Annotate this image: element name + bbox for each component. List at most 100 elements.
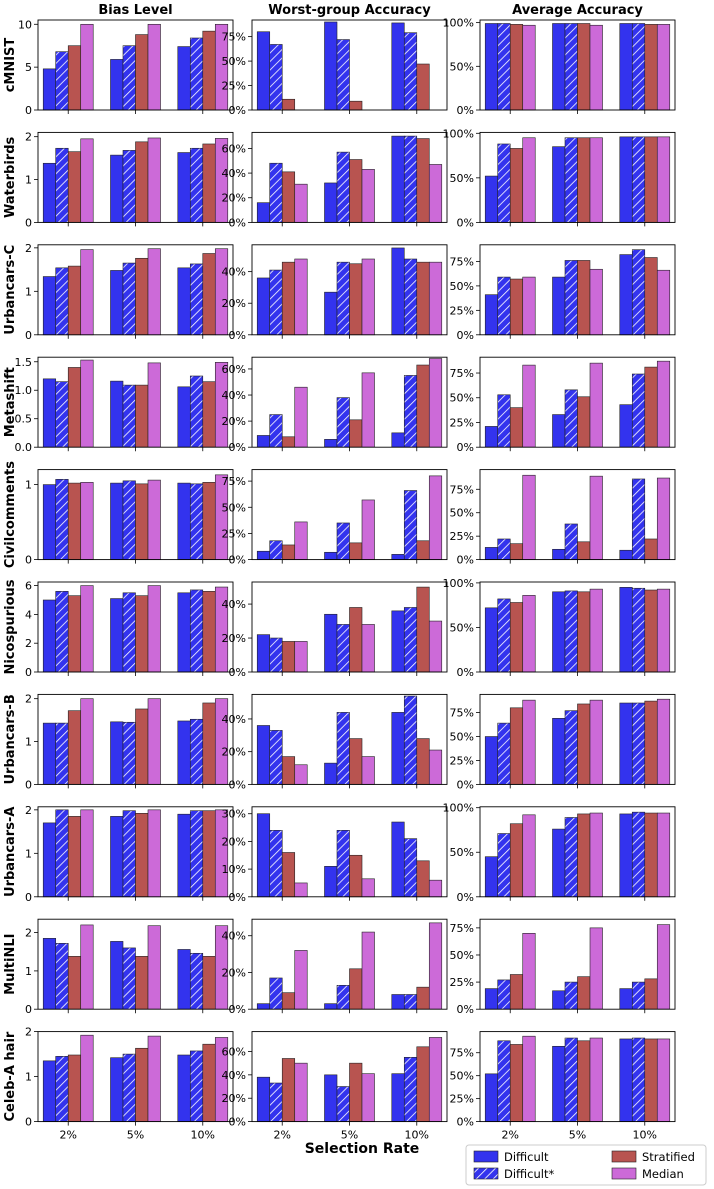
- bar-difficult-10: [619, 1038, 633, 1122]
- bar-difficult-2: [55, 381, 69, 448]
- panel-civilcomments-bias: 01: [25, 469, 234, 567]
- bar-difficult-2: [497, 1040, 511, 1122]
- bar-stratified-5: [577, 703, 591, 785]
- x-tick-label: 10%: [405, 1129, 429, 1142]
- y-tick-label: 0%: [229, 329, 246, 342]
- bar-median-5: [147, 585, 161, 673]
- bar-median-5: [147, 137, 161, 223]
- y-tick-label: 75%: [222, 31, 246, 44]
- bar-difficult-10: [189, 263, 204, 336]
- bar-median-10: [656, 269, 671, 336]
- bar-difficult-2: [269, 830, 283, 898]
- bar-stratified-10: [202, 381, 216, 448]
- bar-difficult-5: [110, 270, 124, 336]
- bar-difficult-10: [619, 702, 633, 785]
- bar-median-10: [656, 360, 671, 448]
- bar-median-2: [80, 1034, 94, 1122]
- bar-median-5: [147, 23, 161, 111]
- y-tick-label: 2: [25, 131, 32, 144]
- y-tick-label: 50%: [450, 507, 474, 520]
- bar-median-10: [656, 924, 671, 1010]
- bar-median-2: [522, 276, 536, 336]
- legend-swatch-stratified: [611, 1150, 637, 1163]
- bar-difficult-10: [403, 1057, 418, 1122]
- y-tick-label: 75%: [450, 255, 474, 268]
- y-tick-label: 20%: [222, 746, 246, 759]
- bar-difficult-5: [324, 182, 338, 223]
- bar-median-5: [589, 1037, 603, 1122]
- bar-difficult-5: [324, 762, 338, 785]
- bar-difficult-10: [189, 375, 204, 448]
- bar-difficult-2: [484, 426, 499, 448]
- bar-difficult-10: [619, 23, 633, 111]
- bar-difficult-5: [110, 598, 124, 673]
- bar-stratified-5: [577, 260, 591, 336]
- y-tick-label: 0%: [457, 778, 474, 791]
- bar-difficult-2: [256, 202, 271, 223]
- bar-difficult-2: [497, 538, 511, 560]
- bar-difficult-10: [189, 1050, 204, 1122]
- y-tick-label: 0: [25, 216, 32, 229]
- panel-urbancars-b-bias: 0 1 2: [25, 693, 234, 791]
- bar-median-5: [361, 499, 375, 560]
- bar-stratified-10: [202, 482, 216, 560]
- y-tick-label: 1.5: [15, 356, 33, 369]
- y-tick-label: 0%: [229, 441, 246, 454]
- bar-difficult-10: [403, 994, 418, 1010]
- bar-stratified-2: [281, 171, 296, 223]
- bar-difficult-5: [552, 146, 566, 223]
- y-tick-label: 50%: [450, 949, 474, 962]
- bar-median-5: [147, 248, 161, 336]
- bar-difficult-10: [177, 267, 191, 336]
- bar-difficult-2: [42, 822, 57, 898]
- bar-difficult-2: [55, 51, 69, 111]
- x-tick-label: 5%: [569, 1129, 586, 1142]
- legend-label-median: Median: [642, 1167, 684, 1181]
- bar-median-2: [522, 364, 536, 448]
- bar-difficult-10: [403, 135, 418, 223]
- bar-difficult-2: [42, 378, 57, 448]
- bar-median-10: [428, 164, 443, 223]
- bar-difficult-5: [122, 1053, 136, 1122]
- y-tick-label: 50%: [450, 60, 474, 73]
- y-tick-label: 40%: [222, 266, 246, 279]
- bar-difficult-10: [403, 490, 418, 560]
- bar-difficult-5: [564, 981, 578, 1010]
- y-tick-label: 50%: [450, 1070, 474, 1083]
- bar-difficult-5: [110, 941, 124, 1010]
- bar-stratified-2: [67, 265, 82, 336]
- y-tick-label: 2: [25, 927, 32, 940]
- bar-stratified-10: [416, 586, 430, 673]
- bar-stratified-10: [416, 261, 430, 336]
- bar-stratified-10: [644, 136, 658, 223]
- bar-difficult-2: [269, 1082, 283, 1122]
- y-tick-label: 25%: [222, 80, 246, 93]
- y-tick-label: 75%: [450, 367, 474, 380]
- bar-difficult-5: [122, 150, 136, 223]
- panel-celeb-a-hair-worst: 0% 20% 40% 60% 2% 5% 10%: [222, 1031, 448, 1142]
- panel-waterbirds-avg: 0% 50% 100%: [443, 127, 676, 229]
- legend-label-difficult: Difficult: [504, 1150, 549, 1164]
- bar-difficult-2: [484, 294, 499, 336]
- bar-difficult-2: [256, 725, 271, 785]
- bar-difficult-2: [55, 1056, 69, 1122]
- bar-difficult-2: [497, 143, 511, 223]
- bar-difficult-2: [256, 435, 271, 448]
- bar-difficult-5: [122, 480, 136, 560]
- bar-stratified-2: [281, 1058, 296, 1122]
- bar-difficult-2: [497, 598, 511, 673]
- bar-stratified-10: [644, 366, 658, 448]
- bar-difficult-10: [177, 482, 191, 560]
- bar-difficult-5: [564, 817, 578, 898]
- row-label-cmnist: cMNIST: [3, 38, 18, 93]
- y-tick-label: 25%: [450, 304, 474, 317]
- bar-stratified-10: [416, 138, 430, 223]
- bar-difficult-10: [177, 386, 191, 448]
- legend-swatch-difficult-star: [473, 1167, 499, 1180]
- bar-difficult-10: [391, 432, 405, 448]
- legend-swatch-difficult: [473, 1150, 499, 1163]
- bar-difficult-5: [122, 721, 136, 785]
- bar-stratified-2: [509, 543, 524, 560]
- bar-stratified-10: [202, 30, 216, 111]
- y-tick-label: 1: [25, 174, 32, 187]
